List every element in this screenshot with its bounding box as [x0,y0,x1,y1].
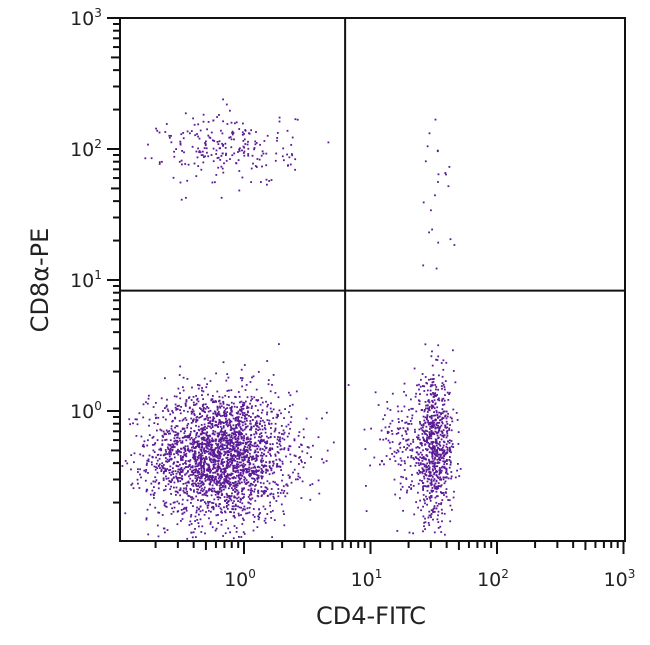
plot-frame [119,17,626,542]
y-tick-label: 103 [70,6,102,30]
data-points [121,98,462,540]
x-axis-title: CD4-FITC [316,602,426,630]
y-tick-label: 102 [70,137,102,161]
x-tick-label: 100 [224,567,256,591]
y-axis-ticks: 100 101 102 103 [70,6,120,504]
x-tick-label: 101 [351,567,383,591]
x-tick-label: 102 [477,567,509,591]
y-axis-title: CD8α-PE [26,228,54,333]
x-tick-label: 103 [604,567,636,591]
y-tick-label: 100 [70,399,102,423]
y-tick-label: 101 [70,268,102,292]
x-axis-ticks: 100 101 102 103 [154,541,636,591]
